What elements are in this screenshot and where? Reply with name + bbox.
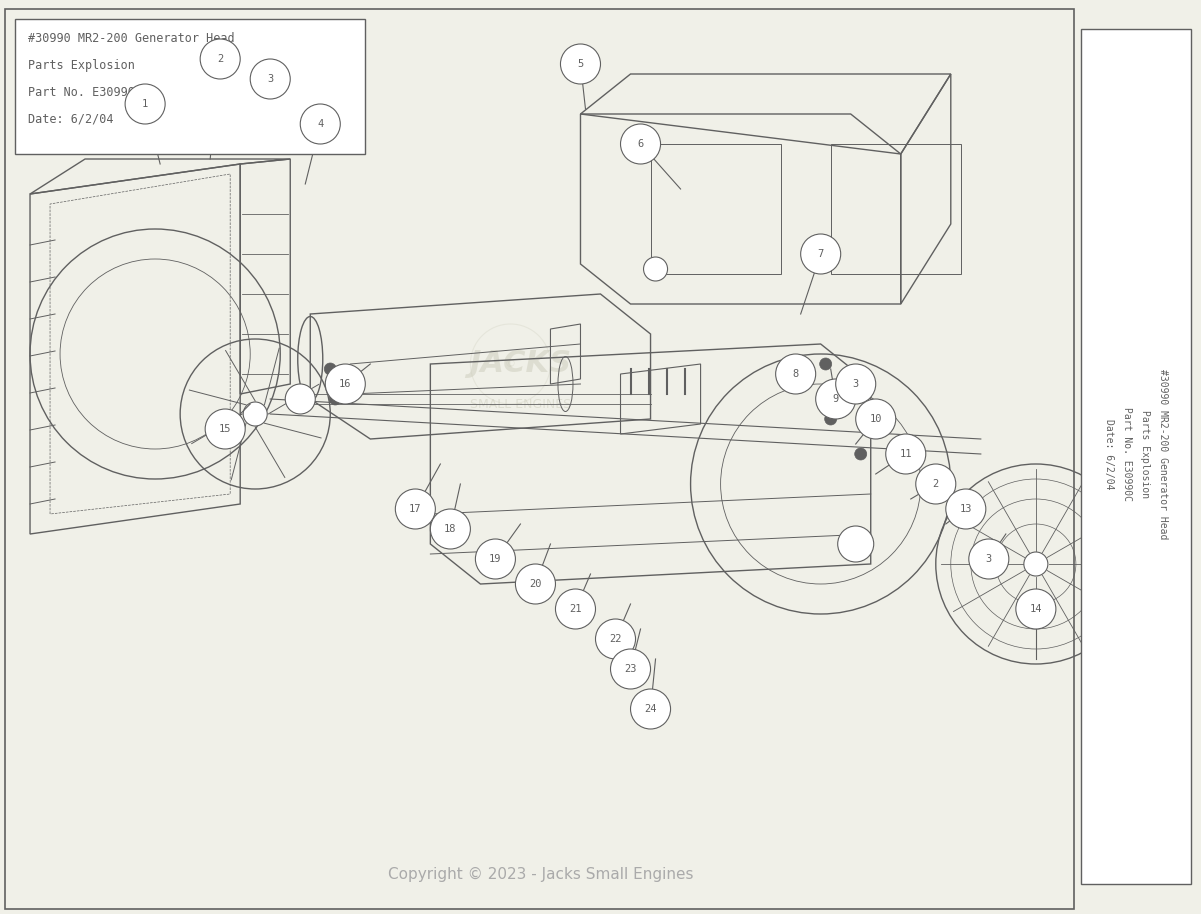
Circle shape <box>855 448 867 460</box>
Text: 3: 3 <box>267 74 274 84</box>
Circle shape <box>885 434 926 474</box>
Circle shape <box>776 354 815 394</box>
Circle shape <box>250 59 291 99</box>
Circle shape <box>205 409 245 449</box>
Circle shape <box>329 393 341 405</box>
Circle shape <box>325 364 365 404</box>
Text: 19: 19 <box>489 554 502 564</box>
Text: 4: 4 <box>317 119 323 129</box>
Text: 16: 16 <box>339 379 352 389</box>
Circle shape <box>855 399 896 439</box>
Circle shape <box>300 104 340 144</box>
Circle shape <box>555 589 596 629</box>
Text: 22: 22 <box>609 634 622 644</box>
Circle shape <box>1016 589 1056 629</box>
Circle shape <box>631 689 670 729</box>
Text: 17: 17 <box>410 504 422 514</box>
Text: 10: 10 <box>870 414 882 424</box>
Circle shape <box>815 379 855 419</box>
Text: 3: 3 <box>853 379 859 389</box>
Circle shape <box>430 509 471 549</box>
Text: 18: 18 <box>444 524 456 534</box>
Text: JACKS: JACKS <box>470 349 572 378</box>
Text: #30990 MR2-200 Generator Head
Parts Explosion
Part No. E30990C
Date: 6/2/04: #30990 MR2-200 Generator Head Parts Expl… <box>1104 369 1167 539</box>
Text: 11: 11 <box>900 449 912 459</box>
Circle shape <box>801 234 841 274</box>
Circle shape <box>243 402 267 426</box>
Circle shape <box>969 539 1009 579</box>
Circle shape <box>836 364 876 404</box>
Text: 1: 1 <box>142 99 148 109</box>
Circle shape <box>324 363 336 375</box>
Text: 9: 9 <box>832 394 838 404</box>
Text: Date: 6/2/04: Date: 6/2/04 <box>28 113 114 126</box>
Text: Part No. E30990C: Part No. E30990C <box>28 86 142 99</box>
Text: 24: 24 <box>644 704 657 714</box>
Text: 13: 13 <box>960 504 972 514</box>
Circle shape <box>395 489 435 529</box>
FancyBboxPatch shape <box>14 19 365 154</box>
Text: #30990 MR2-200 Generator Head: #30990 MR2-200 Generator Head <box>28 32 234 45</box>
Text: 23: 23 <box>625 664 637 674</box>
Circle shape <box>201 39 240 79</box>
Text: 5: 5 <box>578 59 584 69</box>
Text: 6: 6 <box>638 139 644 149</box>
Circle shape <box>946 489 986 529</box>
Circle shape <box>825 413 837 425</box>
Text: 7: 7 <box>818 249 824 259</box>
Text: 21: 21 <box>569 604 581 614</box>
Text: Copyright © 2023 - Jacks Small Engines: Copyright © 2023 - Jacks Small Engines <box>388 866 693 881</box>
Text: 2: 2 <box>933 479 939 489</box>
Circle shape <box>837 526 873 562</box>
Text: 8: 8 <box>793 369 799 379</box>
Text: 15: 15 <box>219 424 232 434</box>
Circle shape <box>610 649 651 689</box>
Circle shape <box>819 358 831 370</box>
Text: SMALL ENGINES: SMALL ENGINES <box>470 398 570 410</box>
Circle shape <box>515 564 555 604</box>
Circle shape <box>125 84 165 124</box>
Circle shape <box>621 124 661 164</box>
Circle shape <box>915 464 956 504</box>
Circle shape <box>644 257 668 281</box>
FancyBboxPatch shape <box>1081 29 1191 884</box>
Text: 20: 20 <box>530 579 542 589</box>
Text: Parts Explosion: Parts Explosion <box>28 59 135 72</box>
Circle shape <box>476 539 515 579</box>
Circle shape <box>561 44 600 84</box>
Circle shape <box>285 384 315 414</box>
Text: 14: 14 <box>1029 604 1042 614</box>
Text: 2: 2 <box>217 54 223 64</box>
Text: ©: © <box>504 359 516 369</box>
Text: 3: 3 <box>986 554 992 564</box>
Circle shape <box>1023 552 1047 576</box>
Circle shape <box>596 619 635 659</box>
